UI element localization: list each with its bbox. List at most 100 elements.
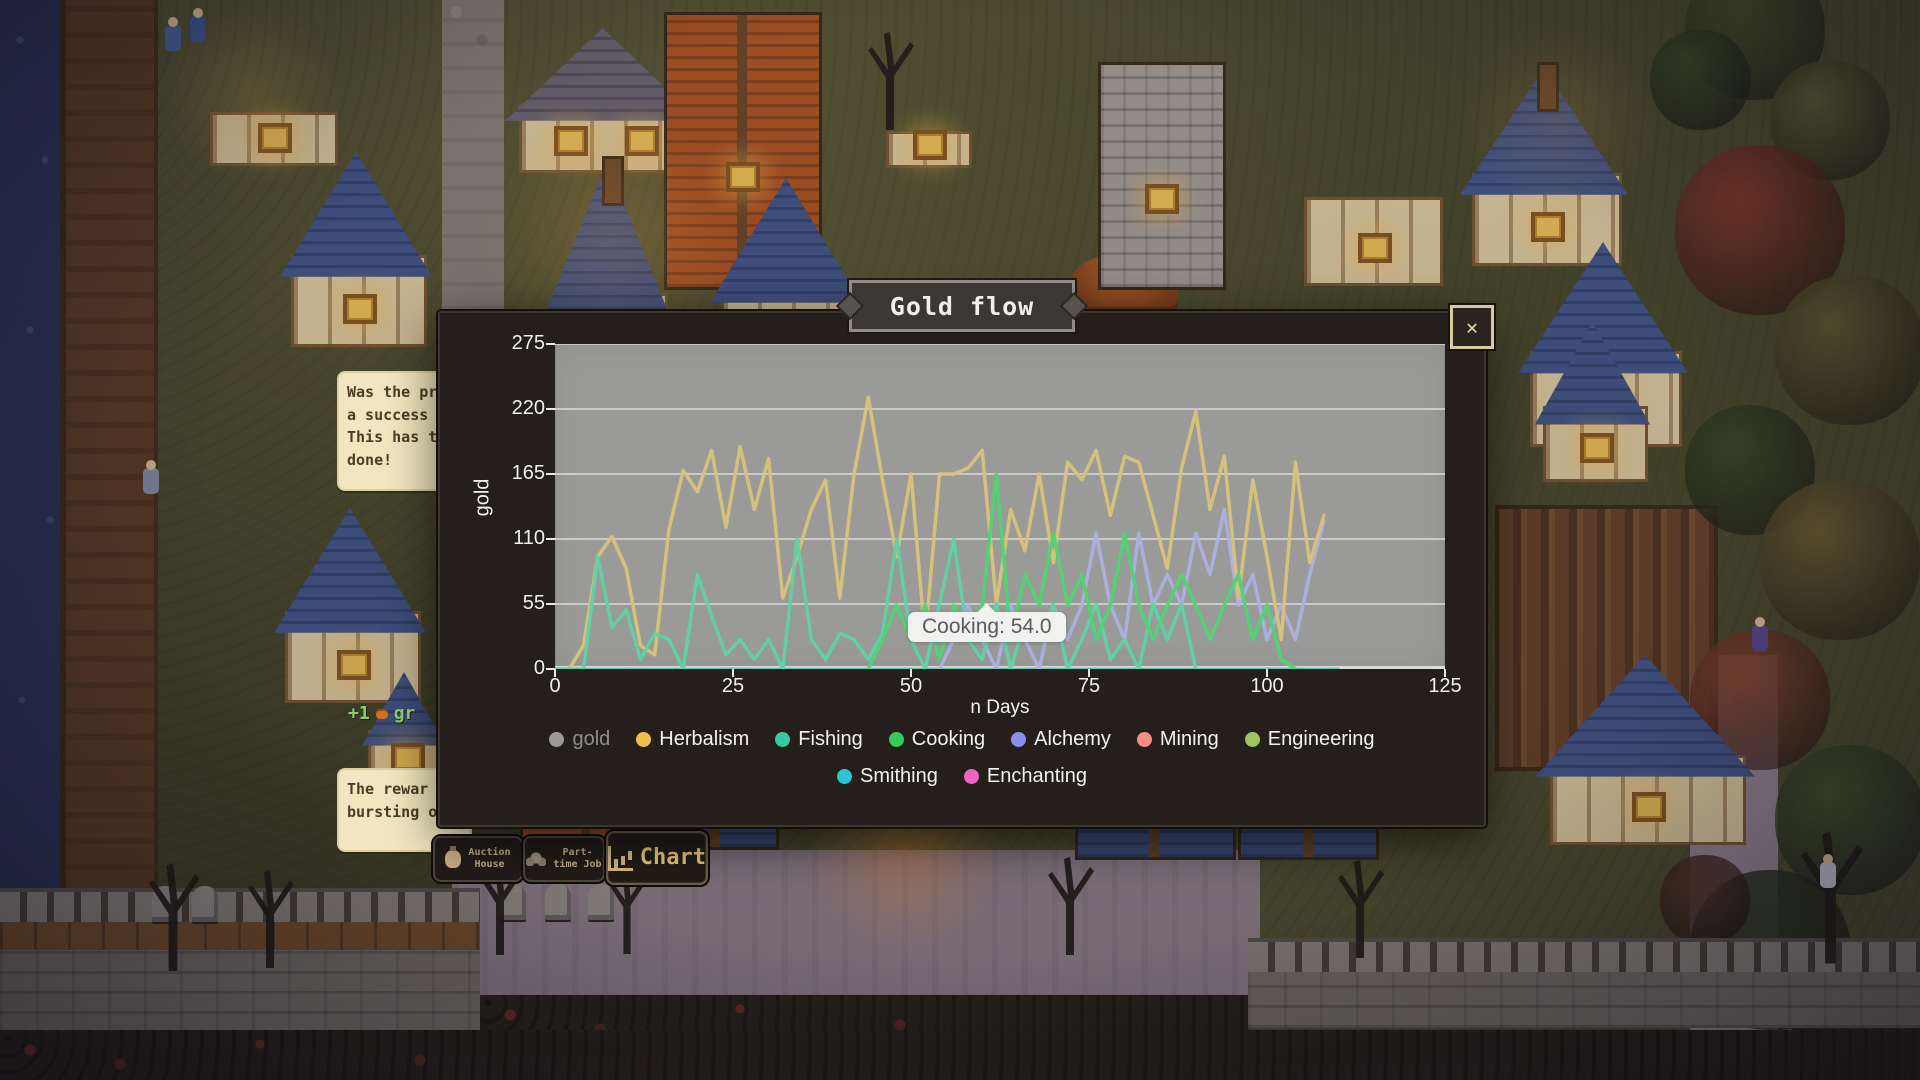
villager-npc xyxy=(165,17,181,51)
dead-tree xyxy=(1048,857,1094,955)
roof xyxy=(1293,98,1448,218)
speech-bubble-line: a success xyxy=(347,405,429,424)
legend-item-enchanting[interactable]: Enchanting xyxy=(963,765,1087,788)
lit-window xyxy=(554,125,589,156)
chart-legend-row: Smithing Enchanting xyxy=(440,765,1484,788)
x-axis-label: n Days xyxy=(970,697,1030,718)
roof-ridge xyxy=(736,15,747,287)
floating-reward-text: +1 gr xyxy=(348,703,415,724)
series-line-cooking xyxy=(866,472,1298,671)
y-tick-mark xyxy=(546,538,555,540)
dead-tree xyxy=(1800,831,1863,964)
x-tick-mark xyxy=(910,669,912,677)
house xyxy=(1535,322,1650,482)
tree-canopy xyxy=(1660,855,1750,945)
chart-button-label: Chart xyxy=(639,845,706,871)
roof xyxy=(200,58,342,127)
lit-window xyxy=(343,293,377,324)
dead-tree xyxy=(1338,860,1384,958)
legend-label: Smithing xyxy=(860,765,938,787)
y-tick-label: 110 xyxy=(513,527,545,549)
x-tick-label: 75 xyxy=(1077,675,1101,697)
house xyxy=(274,508,426,703)
villager-npc xyxy=(190,8,206,42)
house xyxy=(362,672,447,787)
legend-dot xyxy=(1244,732,1260,747)
part-time-job-button[interactable]: Part- time Job xyxy=(521,834,607,884)
reward-plus-text: +1 xyxy=(348,703,370,724)
legend-dot xyxy=(549,732,565,747)
auction-house-label: Auction House xyxy=(468,846,511,871)
lit-window xyxy=(258,123,292,154)
legend-item-fishing[interactable]: Fishing xyxy=(775,728,863,751)
roof xyxy=(710,178,862,303)
wall-walkway xyxy=(0,922,480,952)
y-tick-label: 0 xyxy=(533,657,545,679)
auction-house-button[interactable]: Auction House xyxy=(431,834,525,884)
speech-bubble-line: done! xyxy=(347,450,393,469)
lit-window xyxy=(337,649,371,680)
y-tick-label: 220 xyxy=(511,397,545,419)
legend-item-herbalism[interactable]: Herbalism xyxy=(636,728,749,751)
speech-bubble-line: Was the pr xyxy=(347,383,438,401)
window-title-banner: Gold flow xyxy=(835,278,1089,334)
x-tick-label: 125 xyxy=(1428,675,1462,697)
lit-window xyxy=(1531,212,1565,243)
chimney xyxy=(601,156,624,206)
speech-bubble-line: bursting o xyxy=(347,802,438,821)
tombstone xyxy=(588,884,614,920)
legend-label: Engineering xyxy=(1267,728,1375,750)
y-tick-mark xyxy=(546,408,555,410)
speech-bubble: Was the pr a success This has t done! xyxy=(337,371,488,491)
tree-canopy xyxy=(1760,480,1920,640)
lit-window xyxy=(624,125,659,156)
villager-npc xyxy=(1752,617,1768,651)
dead-tree xyxy=(248,870,294,968)
part-time-job-label: Part- time Job xyxy=(553,846,602,871)
legend-item-smithing[interactable]: Smithing xyxy=(837,765,938,788)
legend-dot xyxy=(888,732,904,747)
house xyxy=(200,58,342,166)
y-tick-mark xyxy=(546,473,555,475)
gold-flow-window: Gold flow ✕ gold 0 55 110 165 220 275 0 25 50 75 1… xyxy=(436,278,1496,829)
chart-button[interactable]: Chart xyxy=(604,829,710,887)
roof xyxy=(1098,62,1226,290)
villager-npc xyxy=(143,460,159,494)
window-title: Gold flow xyxy=(889,291,1035,321)
tree-canopy xyxy=(1650,30,1750,130)
reward-suffix-text: gr xyxy=(393,703,416,724)
legend-label: gold xyxy=(572,728,611,750)
legend-label: Fishing xyxy=(798,728,863,750)
x-tick-label: 100 xyxy=(1250,675,1284,697)
legend-item-cooking[interactable]: Cooking xyxy=(888,728,985,751)
y-tick-label: 275 xyxy=(511,332,545,354)
legend-item-mining[interactable]: Mining xyxy=(1136,728,1219,751)
legend-item-engineering[interactable]: Engineering xyxy=(1244,728,1375,751)
cobblestone-path-left xyxy=(442,0,504,310)
money-bag-icon xyxy=(445,846,462,868)
legend-dot xyxy=(837,769,853,784)
chart-legend-row: gold Herbalism Fishing Cooking Alchemy Mining… xyxy=(440,728,1484,751)
close-button[interactable]: ✕ xyxy=(1448,303,1496,351)
pumpkin-icon xyxy=(375,708,388,719)
y-tick-mark xyxy=(546,603,555,605)
legend-item-alchemy[interactable]: Alchemy xyxy=(1011,728,1111,751)
legend-item-gold[interactable]: gold xyxy=(549,728,610,751)
tombstone xyxy=(500,884,526,920)
stone-wall xyxy=(1248,972,1920,1028)
y-tick-mark xyxy=(546,668,555,670)
lit-window xyxy=(913,129,947,160)
x-tick-mark xyxy=(554,669,556,677)
house xyxy=(1460,62,1628,266)
x-tick-mark xyxy=(1266,669,1268,677)
roof xyxy=(1535,322,1650,425)
house xyxy=(1293,98,1448,286)
legend-label: Mining xyxy=(1159,728,1219,750)
speech-bubble-line: This has t xyxy=(347,428,438,446)
tree-canopy xyxy=(1775,275,1920,425)
close-icon: ✕ xyxy=(1465,315,1479,339)
roof xyxy=(274,508,426,633)
x-tick-mark xyxy=(1444,669,1446,677)
lit-window xyxy=(1357,233,1392,264)
